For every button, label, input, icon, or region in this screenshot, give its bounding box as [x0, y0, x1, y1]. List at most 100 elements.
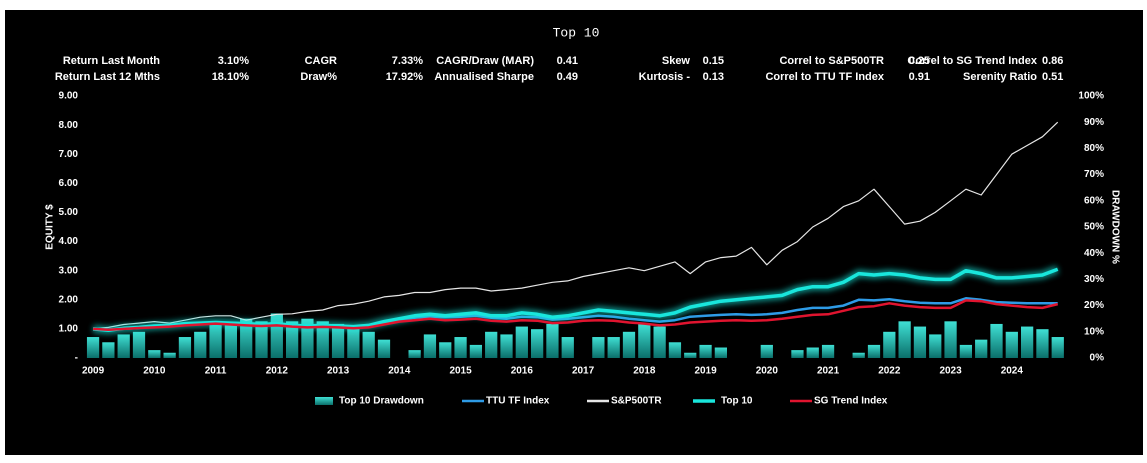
drawdown-bar [1051, 337, 1064, 358]
drawdown-bar [898, 321, 911, 358]
drawdown-bar [178, 337, 192, 358]
drawdown-bar [86, 337, 100, 358]
x-tick-label: 2024 [1001, 366, 1024, 377]
legend-label: S&P500TR [611, 396, 662, 407]
x-tick-label: 2012 [266, 366, 289, 377]
drawdown-bar [821, 344, 835, 358]
drawdown-bar [990, 323, 1003, 358]
legend-label: TTU TF Index [486, 396, 550, 407]
stat-value: 0.15 [703, 55, 724, 67]
drawdown-bar [791, 350, 804, 358]
x-tick-label: 2019 [694, 366, 717, 377]
drawdown-bar [1021, 326, 1034, 358]
stat-value: 0.86 [1042, 55, 1063, 67]
drawdown-bar [194, 331, 207, 358]
drawdown-bar [132, 331, 146, 358]
stat-value: 0.49 [557, 71, 578, 83]
x-tick-label: 2015 [449, 366, 472, 377]
drawdown-bar [531, 329, 544, 358]
drawdown-bar [699, 344, 712, 358]
stat-value: 18.10% [212, 71, 250, 83]
drawdown-bar [454, 337, 467, 358]
stat-value: 17.92% [386, 71, 424, 83]
drawdown-bar [255, 321, 268, 358]
y-tick-label: 8.00 [59, 120, 79, 131]
drawdown-bar [760, 344, 773, 358]
y-tick-label: 4.00 [59, 236, 79, 247]
drawdown-bar [240, 318, 253, 358]
y-tick-label: 7.00 [59, 149, 79, 160]
stat-label: Draw% [300, 71, 337, 83]
drawdown-bar [592, 337, 605, 358]
drawdown-bar [316, 321, 329, 358]
line [92, 267, 1059, 333]
y2-axis-label: DRAWDOWN % [1109, 190, 1120, 264]
stat-value: 0.41 [557, 55, 578, 67]
drawdown-bar [668, 342, 682, 358]
stat-value: 0.25 [909, 55, 930, 67]
stat-value: 0.51 [1042, 71, 1063, 83]
y2-tick-label: 50% [1084, 222, 1104, 233]
stat-value: 0.13 [703, 71, 724, 83]
stat-label: Return Last 12 Mths [55, 71, 160, 83]
stat-label: CAGR/Draw (MAR) [436, 55, 534, 67]
y-tick-label: 9.00 [59, 91, 79, 102]
x-tick-label: 2014 [388, 366, 411, 377]
drawdown-bar [1036, 329, 1049, 358]
drawdown-bar [377, 339, 391, 358]
x-tick-label: 2009 [82, 366, 105, 377]
y2-tick-label: 80% [1084, 143, 1104, 154]
drawdown-bar [714, 347, 727, 358]
stat-value: 3.10% [218, 55, 249, 67]
drawdown-bar [515, 326, 528, 358]
y-tick-label: 1.00 [59, 324, 79, 335]
x-tick-label: 2018 [633, 366, 656, 377]
stat-label: Correl to S&P500TR [779, 55, 884, 67]
drawdown-bar [944, 321, 957, 358]
drawdown-bar [607, 337, 620, 358]
x-tick-label: 2010 [143, 366, 166, 377]
drawdown-bar [117, 334, 130, 358]
y-tick-label: 6.00 [59, 178, 79, 189]
drawdown-bar [883, 331, 896, 358]
y2-tick-label: 10% [1084, 326, 1104, 337]
drawdown-bar [500, 334, 513, 358]
background [5, 10, 1143, 455]
drawdown-bar [929, 334, 942, 358]
x-tick-label: 2013 [327, 366, 350, 377]
y2-tick-label: 60% [1084, 195, 1104, 206]
drawdown-bar [653, 326, 666, 358]
drawdown-bar [867, 344, 881, 358]
drawdown-bar [408, 350, 421, 358]
drawdown-bar [638, 323, 651, 358]
y2-tick-label: 0% [1090, 353, 1105, 364]
x-tick-label: 2016 [511, 366, 534, 377]
y2-tick-label: 90% [1084, 117, 1104, 128]
drawdown-bar [148, 350, 161, 358]
stat-label: Serenity Ratio [963, 71, 1037, 83]
x-tick-label: 2011 [205, 366, 227, 377]
y-tick-label: 2.00 [59, 294, 79, 305]
stat-value: 7.33% [392, 55, 423, 67]
drawdown-bar [286, 321, 299, 358]
drawdown-bar [362, 331, 375, 358]
drawdown-bar [102, 342, 115, 358]
line [93, 299, 1059, 332]
drawdown-bar [485, 331, 498, 358]
drawdown-bar [423, 334, 437, 358]
drawdown-bar [975, 339, 988, 358]
stat-label: Return Last Month [63, 55, 160, 67]
drawdown-bar [439, 342, 452, 358]
x-tick-label: 2017 [572, 366, 595, 377]
y2-tick-label: 40% [1084, 248, 1104, 259]
y2-tick-label: 30% [1084, 274, 1104, 285]
stat-label: Annualised Sharpe [434, 71, 534, 83]
drawdown-bar [469, 344, 482, 358]
stat-label: CAGR [305, 55, 337, 67]
stat-label: Correl to TTU TF Index [765, 71, 884, 83]
stat-label: Skew [662, 55, 691, 67]
stat-label: Correl to SG Trend Index [907, 55, 1037, 67]
y2-tick-label: 20% [1084, 300, 1104, 311]
line [93, 121, 1059, 330]
